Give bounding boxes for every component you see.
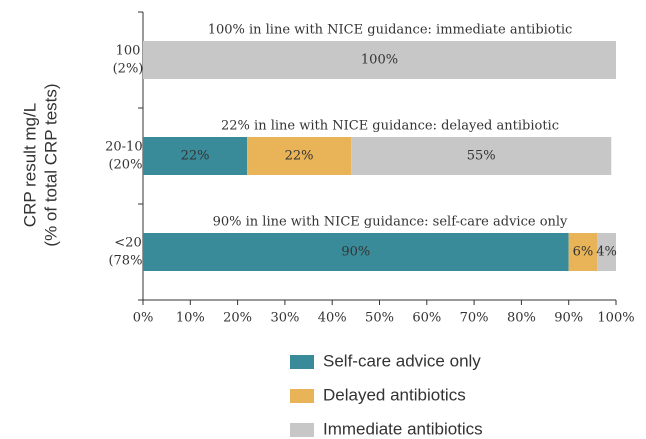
y-axis-label: (% of total CRP tests)	[41, 83, 60, 246]
bar-segment	[143, 137, 248, 175]
annotation: 100% in line with NICE guidance: immedia…	[208, 23, 573, 38]
y-tick-label: <20	[114, 236, 141, 251]
y-axis-label: CRP result mg/L	[20, 103, 39, 227]
y-tick-label: (78%)	[108, 254, 147, 269]
annotation: 22% in line with NICE guidance: delayed …	[221, 119, 559, 134]
x-tick-label: 50%	[365, 311, 394, 326]
legend-swatch	[290, 389, 314, 403]
data-label: 6%	[573, 245, 594, 260]
bar-segment	[247, 137, 352, 175]
data-label: 55%	[467, 149, 496, 164]
data-label: 22%	[181, 149, 210, 164]
data-label: 4%	[596, 245, 617, 260]
bar-segment	[351, 137, 612, 175]
bar-segment	[568, 233, 598, 271]
x-tick-label: 0%	[133, 311, 154, 326]
x-tick-label: 10%	[176, 311, 205, 326]
x-tick-label: 80%	[507, 311, 536, 326]
y-tick-label: 100	[116, 44, 141, 59]
data-label: 100%	[361, 53, 398, 68]
bar-segment	[143, 41, 616, 79]
x-tick-label: 90%	[554, 311, 583, 326]
x-tick-label: 100%	[597, 311, 634, 326]
legend-label: Self-care advice only	[323, 351, 481, 370]
y-tick-label: (20%)	[108, 158, 147, 173]
bar-segment	[143, 233, 569, 271]
x-tick-label: 40%	[318, 311, 347, 326]
y-tick-label: (2%)	[113, 62, 144, 77]
data-label: 90%	[341, 245, 370, 260]
annotation: 90% in line with NICE guidance: self-car…	[213, 215, 568, 230]
data-label: 22%	[285, 149, 314, 164]
legend-swatch	[290, 423, 314, 437]
x-tick-label: 70%	[460, 311, 489, 326]
x-tick-label: 60%	[412, 311, 441, 326]
legend-swatch	[290, 355, 314, 369]
legend-label: Delayed antibiotics	[323, 385, 466, 404]
x-tick-label: 30%	[270, 311, 299, 326]
y-tick-label: 20-100	[105, 140, 151, 155]
x-tick-label: 20%	[223, 311, 252, 326]
legend-label: Immediate antibiotics	[323, 419, 483, 438]
bar-segment	[597, 233, 616, 271]
